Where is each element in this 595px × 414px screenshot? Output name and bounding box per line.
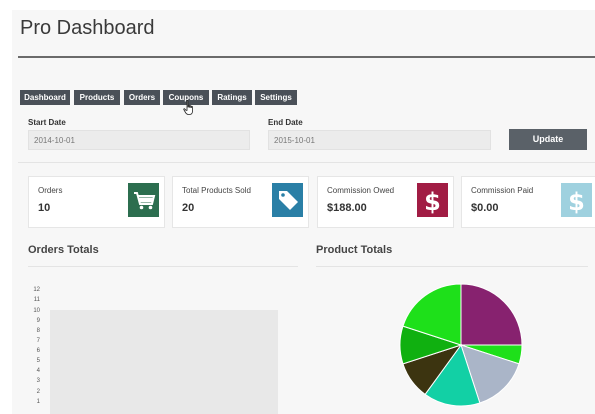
- filters-divider: [18, 162, 595, 163]
- pie-slice: [460, 283, 523, 346]
- title-divider: [18, 56, 595, 58]
- y-tick-label: 3: [36, 378, 40, 384]
- y-tick-label: 1: [36, 399, 40, 405]
- tab-settings[interactable]: Settings: [255, 90, 297, 105]
- product-totals-pie-chart: [399, 283, 523, 407]
- y-tick-label: 6: [36, 348, 40, 354]
- stat-value: 10: [38, 202, 51, 214]
- end-date-label: End Date: [268, 118, 303, 127]
- pie-slice: [402, 283, 462, 346]
- y-tick-label: 10: [33, 308, 40, 314]
- dollar-icon: $: [561, 183, 592, 217]
- dollar-icon: $: [417, 183, 448, 217]
- stat-value: $188.00: [327, 202, 367, 214]
- start-date-input[interactable]: [28, 130, 250, 150]
- pie-slice: [424, 343, 481, 407]
- update-button[interactable]: Update: [509, 129, 587, 150]
- svg-text:$: $: [568, 188, 585, 216]
- y-tick-label: 12: [33, 287, 40, 293]
- tab-ratings[interactable]: Ratings: [212, 90, 252, 105]
- y-tick-label: 7: [36, 338, 40, 344]
- end-date-input[interactable]: [268, 130, 491, 150]
- commission-owed-stat-card: Commission Owed $188.00 $: [317, 176, 454, 228]
- tab-orders[interactable]: Orders: [124, 90, 160, 105]
- product-totals-divider: [316, 266, 588, 267]
- stat-label: Commission Owed: [327, 186, 395, 195]
- products-sold-stat-card: Total Products Sold 20: [172, 176, 309, 228]
- start-date-label: Start Date: [28, 118, 66, 127]
- page-title: Pro Dashboard: [20, 17, 155, 39]
- tab-coupons[interactable]: Coupons: [163, 90, 209, 105]
- stat-value: $0.00: [471, 202, 499, 214]
- orders-totals-divider: [28, 266, 298, 267]
- stat-label: Orders: [38, 186, 63, 195]
- svg-text:$: $: [424, 188, 441, 216]
- stat-value: 20: [182, 202, 195, 214]
- y-tick-label: 9: [36, 318, 40, 324]
- hand-cursor-icon: [183, 100, 195, 116]
- chart-bar: [50, 310, 278, 414]
- orders-stat-card: Orders 10: [28, 176, 165, 228]
- y-tick-label: 5: [36, 358, 40, 364]
- y-tick-label: 8: [36, 328, 40, 334]
- tab-products[interactable]: Products: [74, 90, 120, 105]
- commission-paid-stat-card: Commission Paid $0.00 $: [461, 176, 595, 228]
- y-tick-label: 11: [33, 297, 40, 303]
- y-tick-label: 4: [36, 368, 40, 374]
- shopping-cart-icon: [128, 183, 159, 217]
- stat-label: Total Products Sold: [182, 186, 251, 195]
- y-tick-label: 2: [36, 389, 40, 395]
- stat-label: Commission Paid: [471, 186, 534, 195]
- tab-dashboard[interactable]: Dashboard: [20, 90, 70, 105]
- product-totals-title: Product Totals: [316, 244, 393, 256]
- tag-icon: [272, 183, 303, 217]
- orders-totals-title: Orders Totals: [28, 244, 99, 256]
